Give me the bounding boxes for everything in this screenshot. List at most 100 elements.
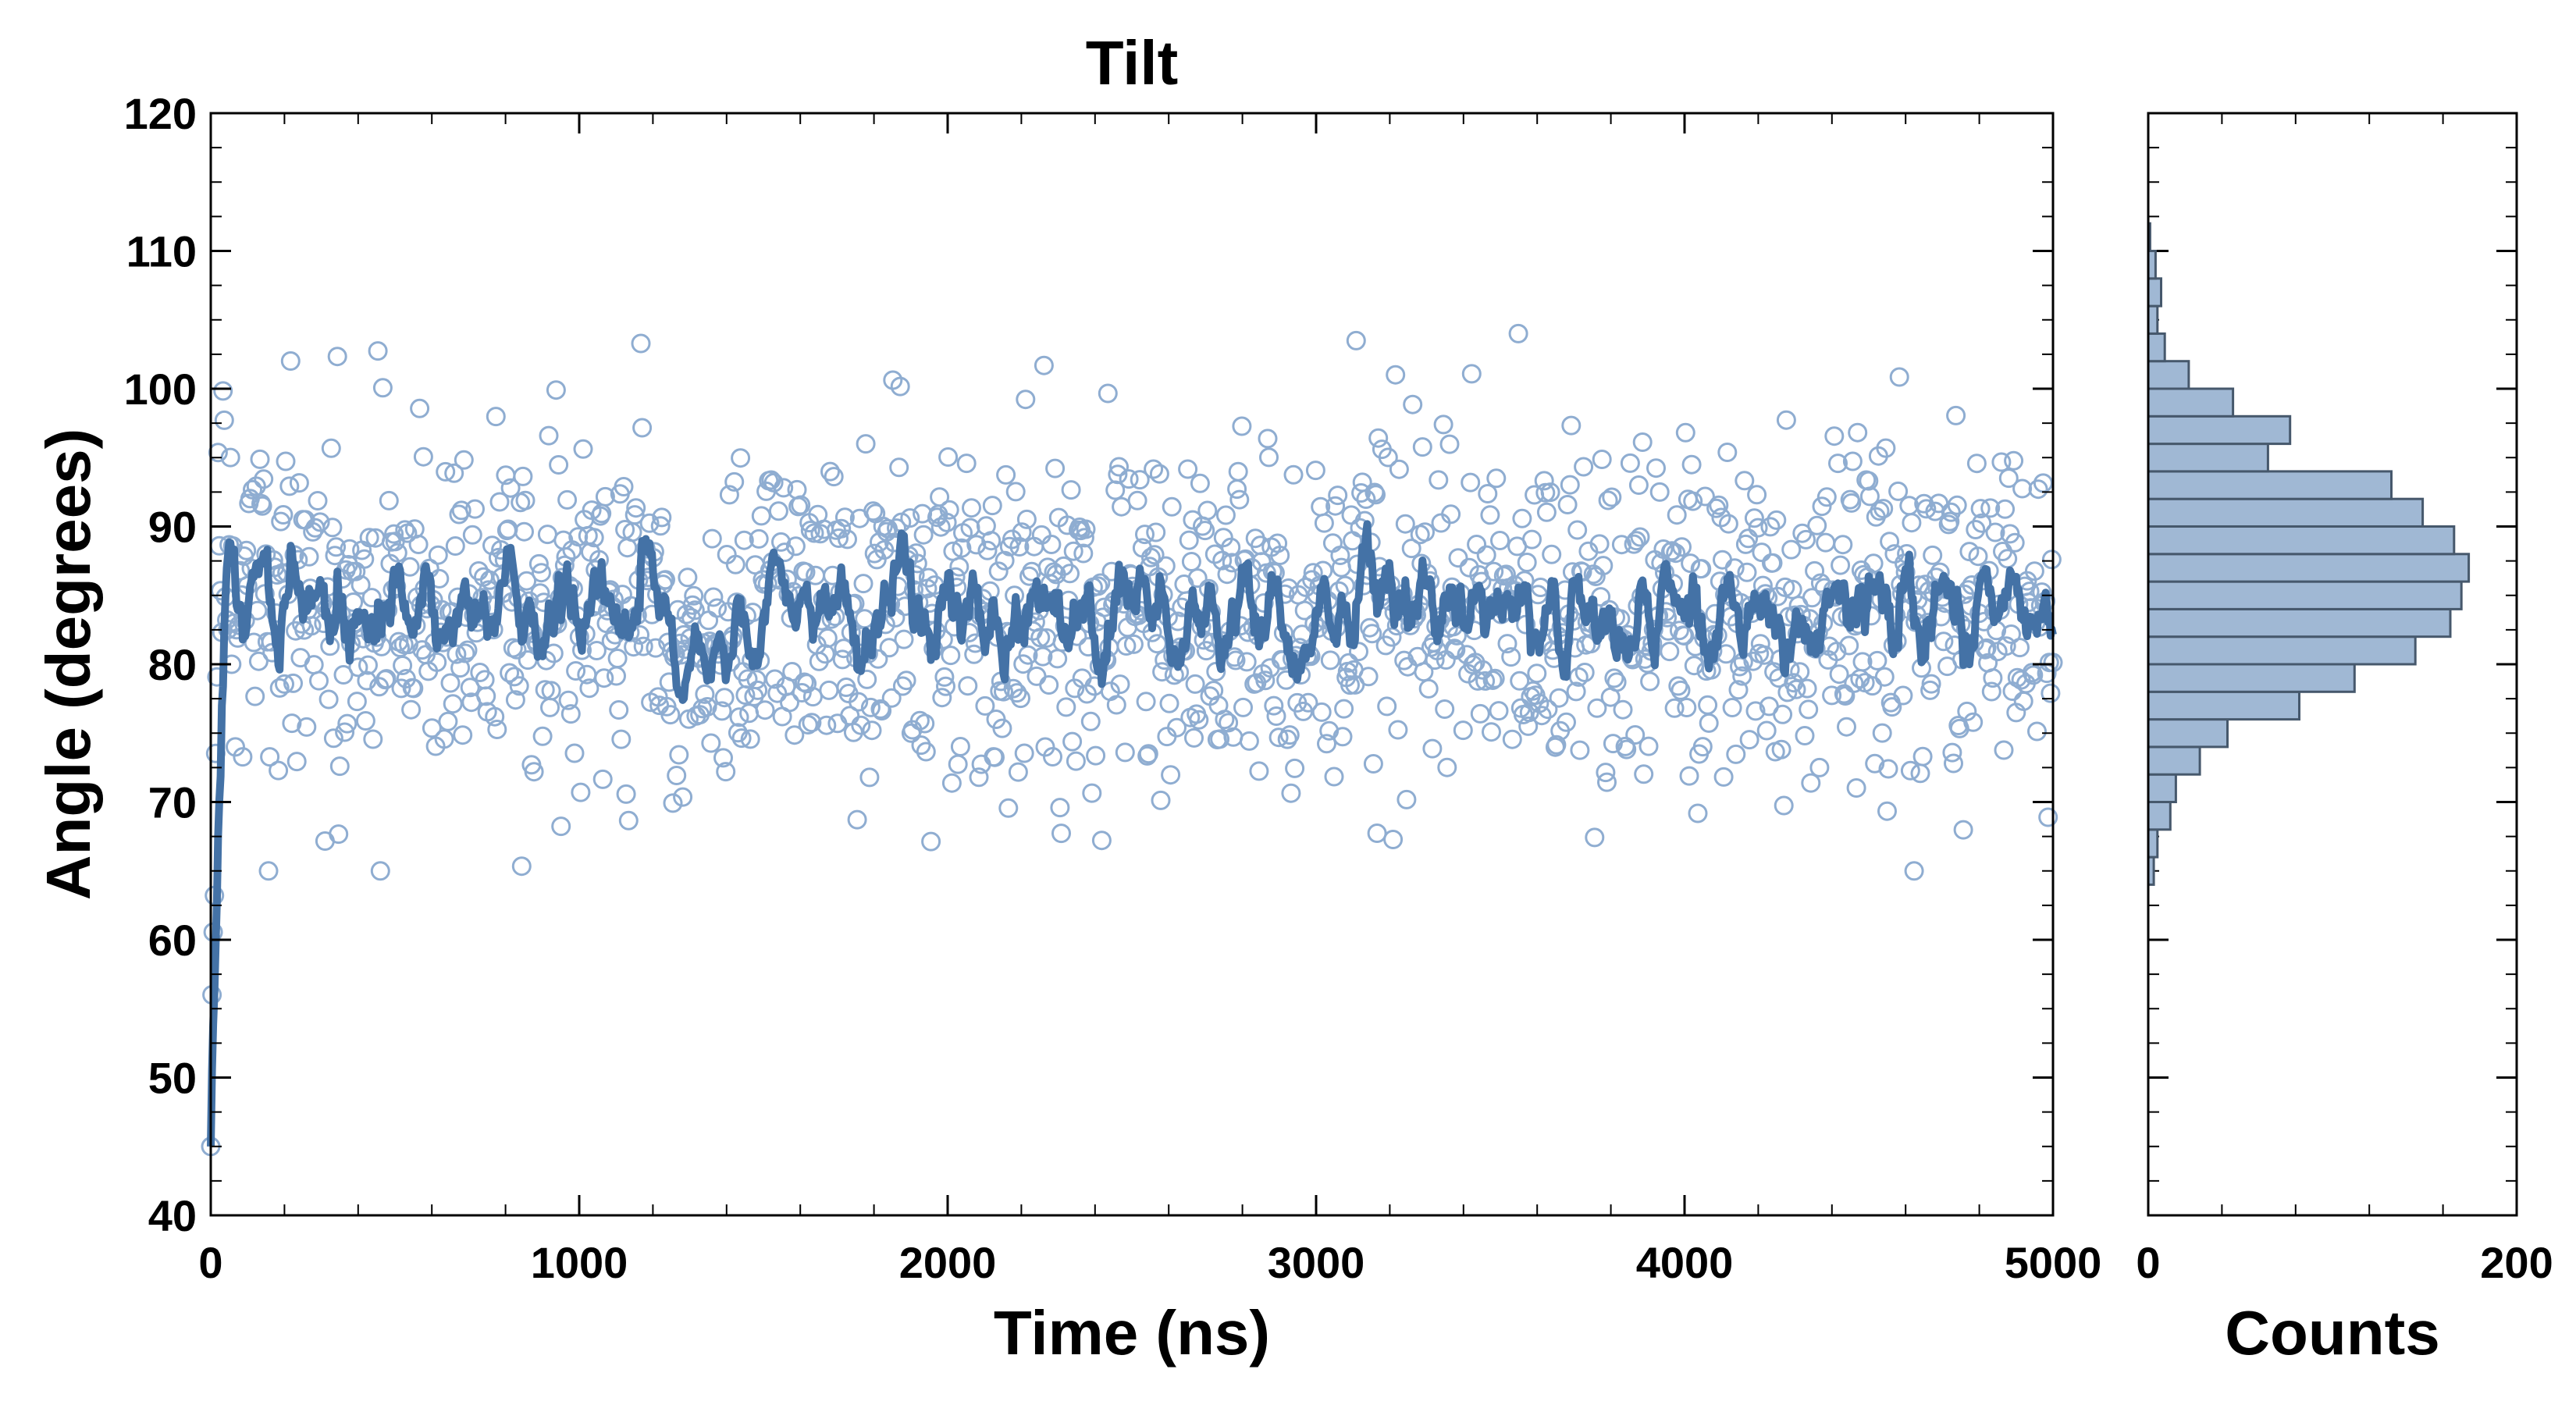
scatter-point <box>376 669 397 689</box>
scatter-point <box>820 461 840 482</box>
scatter-point <box>1258 429 1278 449</box>
scatter-point <box>1910 763 1930 784</box>
scatter-point <box>1346 330 1366 350</box>
scatter-point <box>1549 688 1569 708</box>
scatter-point <box>1872 723 1892 743</box>
scatter-point <box>695 684 715 704</box>
histogram-bar <box>2147 553 2471 583</box>
scatter-point <box>276 451 296 471</box>
scatter-point <box>1994 740 2014 760</box>
scatter-point <box>440 673 461 693</box>
scatter-point <box>445 536 465 556</box>
scatter-point <box>1664 698 1685 718</box>
scatter-point <box>1940 511 1960 532</box>
scatter-point <box>1008 762 1028 782</box>
scatter-point <box>1809 757 1830 777</box>
scatter-point <box>734 530 754 550</box>
scatter-point <box>1934 631 1954 652</box>
scatter-point <box>1790 662 1810 682</box>
scatter-point <box>985 747 1005 767</box>
scatter-point <box>1510 670 1530 691</box>
scatter-point <box>2028 479 2048 500</box>
scatter-point <box>930 487 950 507</box>
scatter-point <box>934 667 955 687</box>
scatter-point <box>1441 504 1461 525</box>
scatter-point <box>1980 498 2001 518</box>
scatter-point <box>1592 450 1612 469</box>
scatter-point <box>1966 520 1986 539</box>
scatter-point <box>832 649 852 670</box>
scatter-point <box>614 477 634 496</box>
scatter-point <box>2023 665 2044 685</box>
scatter-point <box>1912 746 1933 767</box>
scatter-point <box>1183 510 1203 530</box>
scatter-point <box>1796 529 1816 550</box>
scatter-point <box>855 609 875 629</box>
scatter-point <box>283 673 303 693</box>
scatter-point <box>1981 681 2001 702</box>
scatter-point <box>1050 798 1070 818</box>
histogram-bar <box>2147 690 2300 721</box>
scatter-point <box>831 518 852 539</box>
scatter-point <box>792 683 812 702</box>
scatter-point <box>1482 670 1503 690</box>
scatter-point <box>1567 520 1588 540</box>
scatter-point <box>273 505 294 525</box>
scatter-point <box>992 718 1012 738</box>
histogram-bar <box>2147 635 2417 666</box>
scatter-point <box>260 747 280 767</box>
scatter-point <box>571 782 591 802</box>
scatter-point <box>1786 679 1806 699</box>
scatter-point <box>1560 475 1580 495</box>
scatter-point <box>1119 469 1139 489</box>
scatter-point <box>685 600 705 621</box>
scatter-point <box>1314 513 1334 533</box>
scatter-point <box>245 686 265 706</box>
scatter-point <box>557 489 578 510</box>
scatter-point <box>1178 459 1198 479</box>
scatter-point <box>2012 478 2033 499</box>
scatter-point <box>1870 501 1890 521</box>
scatter-point <box>780 692 799 713</box>
scatter-point <box>524 762 544 782</box>
scatter-point <box>1476 545 1496 565</box>
scatter-point <box>1709 495 1729 515</box>
scatter-point <box>275 674 294 694</box>
scatter-point <box>860 697 881 717</box>
scatter-point <box>1587 698 1607 718</box>
scatter-point <box>936 676 955 696</box>
scatter-point <box>2001 624 2021 644</box>
scatter-point <box>1844 673 1864 693</box>
scatter-point <box>1638 736 1659 756</box>
scatter-point <box>1415 522 1435 542</box>
scatter-point <box>719 485 739 505</box>
scatter-point <box>1317 734 1336 754</box>
scatter-point <box>1395 514 1415 534</box>
scatter-point <box>1485 668 1505 688</box>
scatter-point <box>460 678 480 698</box>
scatter-point <box>1325 496 1346 516</box>
scatter-point <box>626 498 646 518</box>
scatter-point <box>740 729 760 749</box>
scatter-point <box>1677 698 1697 717</box>
chart-title: Tilt <box>1086 28 1179 98</box>
scatter-point <box>282 713 302 734</box>
scatter-point <box>817 628 838 648</box>
scatter-point <box>1660 642 1680 662</box>
scatter-point <box>1632 432 1653 452</box>
scatter-point <box>1123 634 1144 654</box>
scatter-point <box>2038 807 2058 827</box>
scatter-point <box>1389 459 1409 479</box>
scatter-point <box>1848 422 1868 443</box>
scatter-point <box>1747 485 1767 505</box>
scatter-point <box>1144 459 1164 479</box>
scatter-point <box>1014 743 1034 763</box>
scatter-point <box>1367 823 1387 843</box>
scatter-point <box>1983 668 2003 688</box>
scatter-point <box>1801 773 1821 793</box>
scatter-point <box>546 380 566 400</box>
scatter-point <box>1330 546 1350 565</box>
scatter-point <box>1557 712 1576 732</box>
scatter-point <box>1358 667 1379 687</box>
scatter-point <box>1667 505 1687 525</box>
